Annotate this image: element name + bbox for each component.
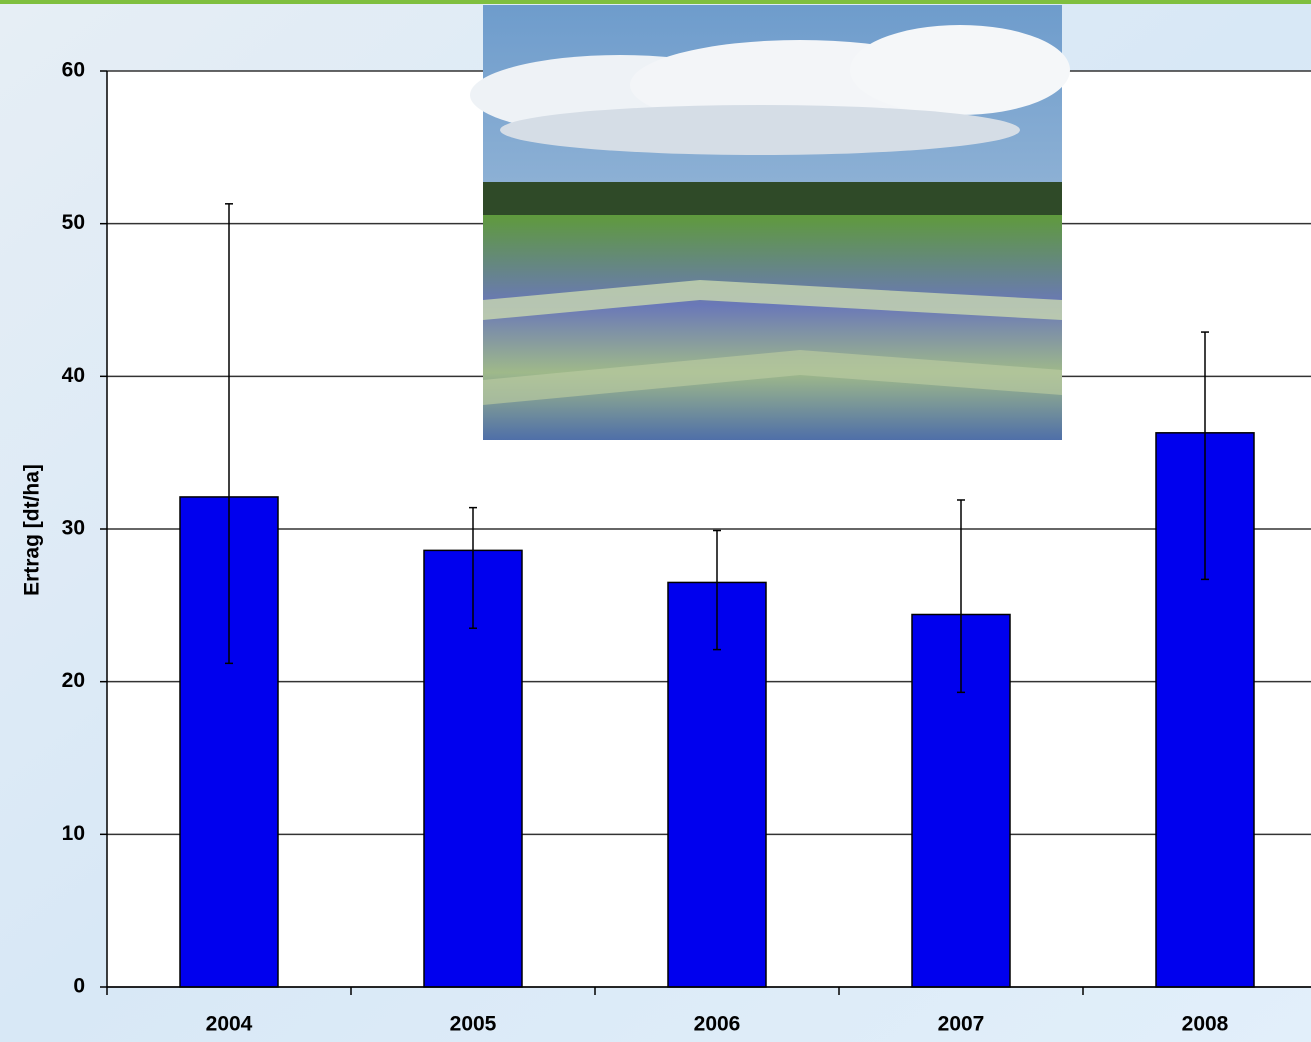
cloud	[500, 105, 1020, 155]
y-axis-label: Ertrag [dt/ha]	[21, 464, 44, 596]
x-tick-label: 2005	[450, 1013, 497, 1036]
photo-row	[483, 280, 1062, 320]
x-tick-label: 2006	[694, 1013, 741, 1036]
cloud	[850, 25, 1070, 115]
y-tick-label: 30	[62, 517, 85, 540]
y-tick-label: 20	[62, 669, 85, 692]
photo-row	[483, 350, 1062, 405]
y-tick-label: 60	[62, 59, 85, 82]
y-tick-label: 40	[62, 364, 85, 387]
top-stripe	[0, 0, 1311, 4]
y-tick-label: 0	[73, 975, 85, 998]
y-tick-label: 10	[62, 822, 85, 845]
photo	[470, 5, 1070, 440]
y-tick-label: 50	[62, 211, 85, 234]
x-tick-label: 2004	[206, 1013, 253, 1036]
x-tick-label: 2007	[938, 1013, 985, 1036]
x-tick-label: 2008	[1182, 1013, 1229, 1036]
photo-field	[483, 215, 1062, 440]
